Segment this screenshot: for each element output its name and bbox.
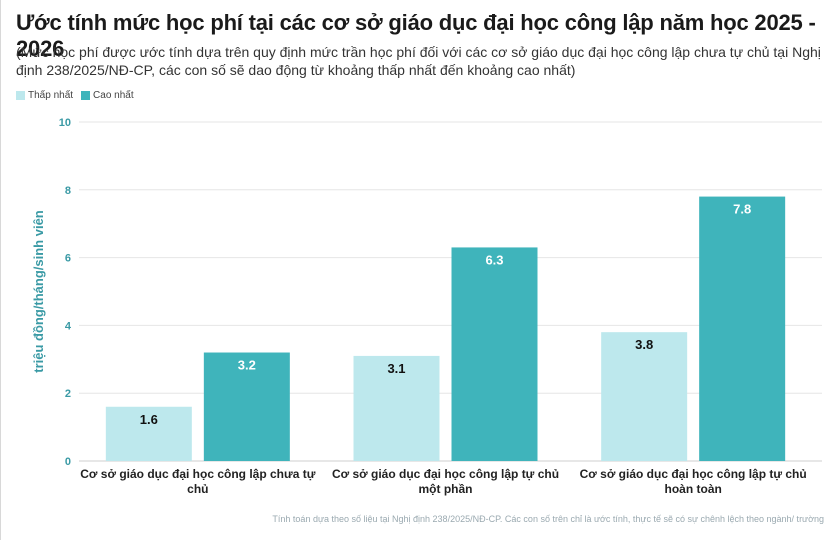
x-category-label: một phần — [419, 482, 473, 496]
footnote: Tính toán dựa theo số liệu tại Nghị định… — [272, 514, 824, 524]
y-tick-label: 8 — [65, 185, 71, 197]
data-label: 3.1 — [387, 361, 405, 376]
y-tick-label: 0 — [65, 456, 71, 468]
x-category-label: Cơ sở giáo dục đại học công lập tự chủ — [580, 467, 807, 481]
x-category-label: chủ — [187, 482, 208, 496]
bar-high — [451, 247, 538, 461]
chart-subtitle: (Mức học phí được ước tính dựa trên quy … — [16, 44, 821, 78]
data-label: 6.3 — [485, 252, 503, 267]
legend-label-low: Thấp nhất — [28, 90, 74, 101]
y-tick-label: 2 — [65, 388, 71, 400]
y-tick-label: 4 — [65, 320, 72, 332]
x-category-label: Cơ sở giáo dục đại học công lập tự chủ — [332, 467, 559, 481]
legend: Thấp nhất Cao nhất — [16, 90, 134, 101]
y-axis-title: triệu đồng/tháng/sinh viên — [31, 210, 46, 373]
legend-swatch-low — [16, 91, 25, 100]
bar-low — [353, 355, 440, 461]
y-tick-label: 10 — [59, 117, 71, 129]
bar-low — [105, 406, 192, 461]
x-category-label: Cơ sở giáo dục đại học công lập chưa tự — [80, 467, 315, 481]
legend-label-high: Cao nhất — [93, 90, 134, 101]
data-label: 3.2 — [238, 358, 256, 373]
x-category-label: hoàn toàn — [665, 482, 722, 496]
data-label: 7.8 — [733, 202, 751, 217]
left-border — [0, 0, 1, 540]
legend-item-low[interactable]: Thấp nhất — [16, 90, 73, 101]
legend-swatch-high — [81, 91, 91, 100]
data-label: 3.8 — [635, 337, 653, 352]
bar-high — [699, 196, 786, 461]
y-tick-label: 6 — [65, 253, 71, 265]
chart-title: Ước tính mức học phí tại các cơ sở giáo … — [16, 10, 816, 61]
data-label: 1.6 — [140, 412, 158, 427]
bar-high — [203, 352, 290, 461]
bar-low — [601, 332, 688, 461]
legend-item-high[interactable]: Cao nhất — [81, 90, 134, 101]
